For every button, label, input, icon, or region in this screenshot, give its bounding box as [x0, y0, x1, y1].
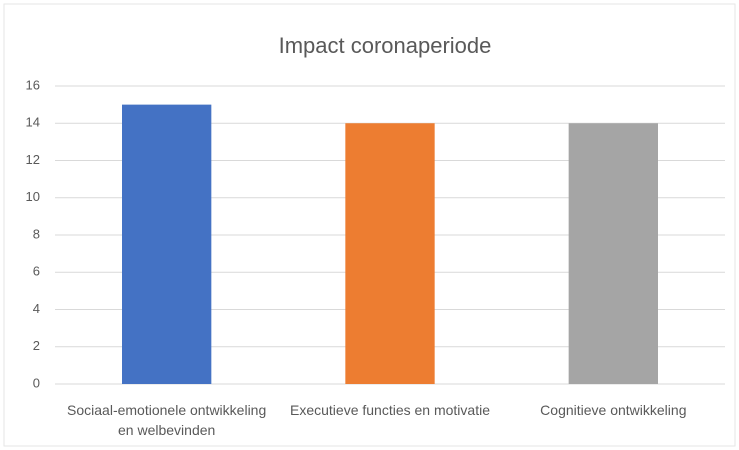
x-tick-label: Cognitieve ontwikkeling — [540, 402, 687, 418]
y-tick-label: 10 — [26, 189, 40, 204]
y-tick-label: 16 — [26, 77, 40, 92]
y-tick-label: 8 — [33, 226, 40, 241]
x-tick-label: Executieve functies en motivatie — [290, 402, 490, 418]
bar — [345, 123, 435, 384]
bar — [122, 104, 212, 384]
x-tick-label: Sociaal-emotionele ontwikkeling en welbe… — [67, 402, 267, 438]
y-tick-label: 0 — [33, 375, 40, 390]
y-tick-label: 14 — [26, 115, 40, 130]
y-tick-label: 4 — [33, 301, 40, 316]
chart-title: Impact coronaperiode — [279, 33, 492, 58]
y-tick-label: 12 — [26, 152, 40, 167]
bar — [568, 123, 658, 384]
y-tick-label: 6 — [33, 264, 40, 279]
y-tick-label: 2 — [33, 338, 40, 353]
